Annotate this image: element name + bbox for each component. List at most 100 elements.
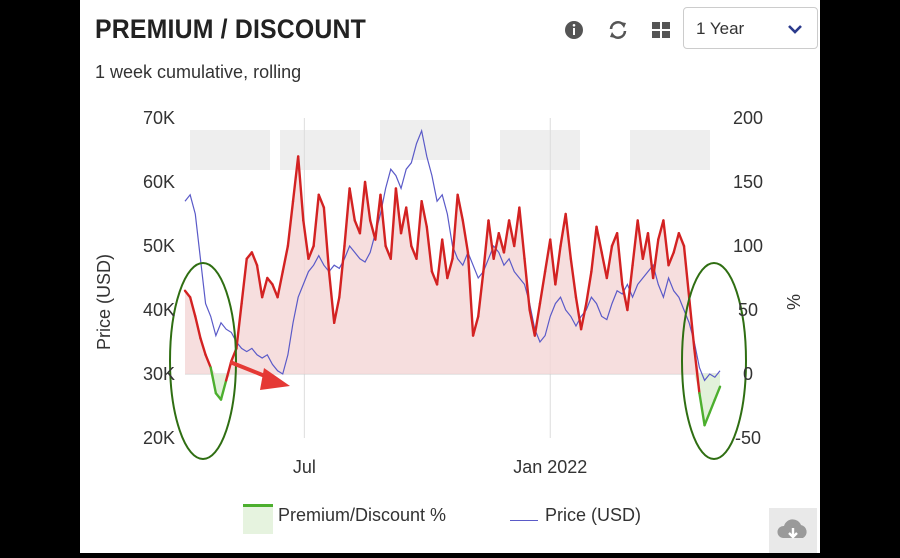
premium-area-fill	[185, 156, 720, 374]
left-axis-tick-label: 40K	[143, 300, 175, 320]
time-range-select[interactable]: 1 Year	[683, 7, 818, 49]
premium-series-segment	[441, 238, 449, 280]
chart-panel: PREMIUM / DISCOUNT 1 week cumulative, ro…	[80, 0, 820, 553]
premium-series-segment	[543, 238, 552, 273]
premium-series-segment	[291, 155, 300, 203]
premium-series-segment	[497, 231, 506, 254]
premium-series-segment	[641, 231, 650, 260]
premium-series-segment	[631, 219, 639, 267]
right-axis-tick-label: 100	[733, 236, 763, 256]
premium-series-segment	[327, 270, 336, 324]
time-range-value: 1 Year	[696, 19, 745, 38]
premium-series-segment	[657, 219, 665, 241]
premium-series-segment	[307, 244, 315, 260]
premium-series-segment	[425, 225, 434, 273]
left-axis-tick-label: 30K	[143, 364, 175, 384]
premium-series-segment	[698, 392, 706, 427]
premium-series-segment	[461, 219, 470, 254]
premium-series-segment	[662, 219, 670, 267]
premium-series-segment	[332, 296, 341, 324]
premium-discount-chart: 20K 30K 40K 50K 60K 70K -50 0 50 100 150 200 Jul Ja…	[94, 108, 804, 477]
premium-series-segment	[394, 187, 403, 235]
premium-series-segment	[651, 238, 660, 280]
legend-premium-label[interactable]: Premium/Discount %	[278, 505, 447, 525]
premium-series-segment	[507, 219, 516, 248]
premium-series-segment	[302, 219, 310, 260]
premium-series-segment	[533, 302, 542, 337]
premium-series-segment	[477, 270, 485, 318]
premium-series-segment	[266, 276, 274, 286]
premium-series-segment	[276, 270, 284, 299]
annotation-circle-left	[169, 262, 237, 460]
premium-series-segment	[579, 302, 588, 331]
premium-series-segment	[235, 302, 243, 350]
left-axis-tick-label: 70K	[143, 108, 175, 128]
premium-series-segment	[667, 251, 675, 267]
page-title: PREMIUM / DISCOUNT	[95, 14, 367, 44]
premium-series-segment	[281, 244, 290, 273]
premium-series-segment	[687, 296, 696, 350]
premium-series-segment	[317, 193, 326, 209]
grid-icon[interactable]	[649, 18, 673, 42]
premium-series-segment	[615, 231, 624, 286]
premium-series-segment	[446, 257, 454, 280]
download-button[interactable]	[769, 508, 817, 553]
premium-series-segment	[389, 187, 398, 260]
premium-series-segment	[636, 219, 645, 260]
premium-series-segment	[415, 199, 423, 260]
left-axis-title: Price (USD)	[94, 254, 114, 350]
premium-series-segment	[255, 264, 264, 299]
premium-series-segment	[435, 238, 444, 286]
premium-series-segment	[224, 360, 233, 382]
premium-series-segment	[451, 193, 459, 260]
premium-series-segment	[219, 379, 228, 401]
right-axis-tick-label: 0	[743, 364, 753, 384]
premium-series-segment	[363, 180, 372, 222]
premium-series-segment	[322, 206, 331, 273]
refresh-icon[interactable]	[606, 18, 630, 42]
premium-series-segment	[682, 244, 691, 299]
premium-series-segment	[538, 270, 547, 305]
premium-series-segment	[513, 206, 521, 248]
premium-series-segment	[626, 264, 634, 312]
premium-series-segment	[646, 231, 655, 280]
right-axis-tick-label: 200	[733, 108, 763, 128]
premium-series-segment	[312, 193, 320, 248]
legend-price-line[interactable]	[510, 520, 538, 521]
info-icon[interactable]	[562, 18, 586, 42]
premium-series-segment	[343, 187, 351, 248]
premium-series-segment	[204, 353, 212, 369]
annotation-circle-right	[681, 262, 747, 460]
premium-series-segment	[523, 257, 531, 312]
premium-series-segment	[713, 385, 722, 401]
left-axis-tick-label: 60K	[143, 172, 175, 192]
premium-series-segment	[271, 283, 279, 299]
legend-premium-swatch[interactable]	[243, 504, 273, 534]
premium-series-segment	[379, 193, 387, 248]
right-axis-title: %	[784, 294, 804, 310]
premium-series-segment	[590, 225, 598, 273]
premium-series-segment	[605, 244, 614, 280]
premium-series-segment	[286, 199, 295, 248]
chart-subtitle: 1 week cumulative, rolling	[95, 62, 302, 82]
premium-series-segment	[487, 219, 495, 260]
x-axis-tick-label: Jan 2022	[513, 457, 587, 477]
premium-series-segment	[559, 212, 567, 248]
premium-series-segment	[260, 276, 269, 299]
premium-series-segment	[677, 231, 686, 248]
premium-series-segment	[528, 308, 537, 337]
premium-series-segment	[621, 283, 629, 312]
watermark	[190, 120, 710, 170]
premium-series-segment	[471, 315, 480, 337]
premium-series-segment	[554, 244, 562, 286]
premium-series-segment	[399, 206, 408, 235]
left-axis-tick-label: 20K	[143, 428, 175, 448]
premium-series-segment	[492, 231, 500, 260]
right-axis-tick-label: -50	[735, 428, 761, 448]
premium-series-segment	[358, 180, 367, 235]
premium-series-segment	[188, 296, 197, 318]
legend-price-label[interactable]: Price (USD)	[545, 505, 642, 525]
premium-series-segment	[296, 155, 305, 222]
premium-series-segment	[348, 187, 356, 222]
premium-series-segment	[199, 336, 207, 356]
